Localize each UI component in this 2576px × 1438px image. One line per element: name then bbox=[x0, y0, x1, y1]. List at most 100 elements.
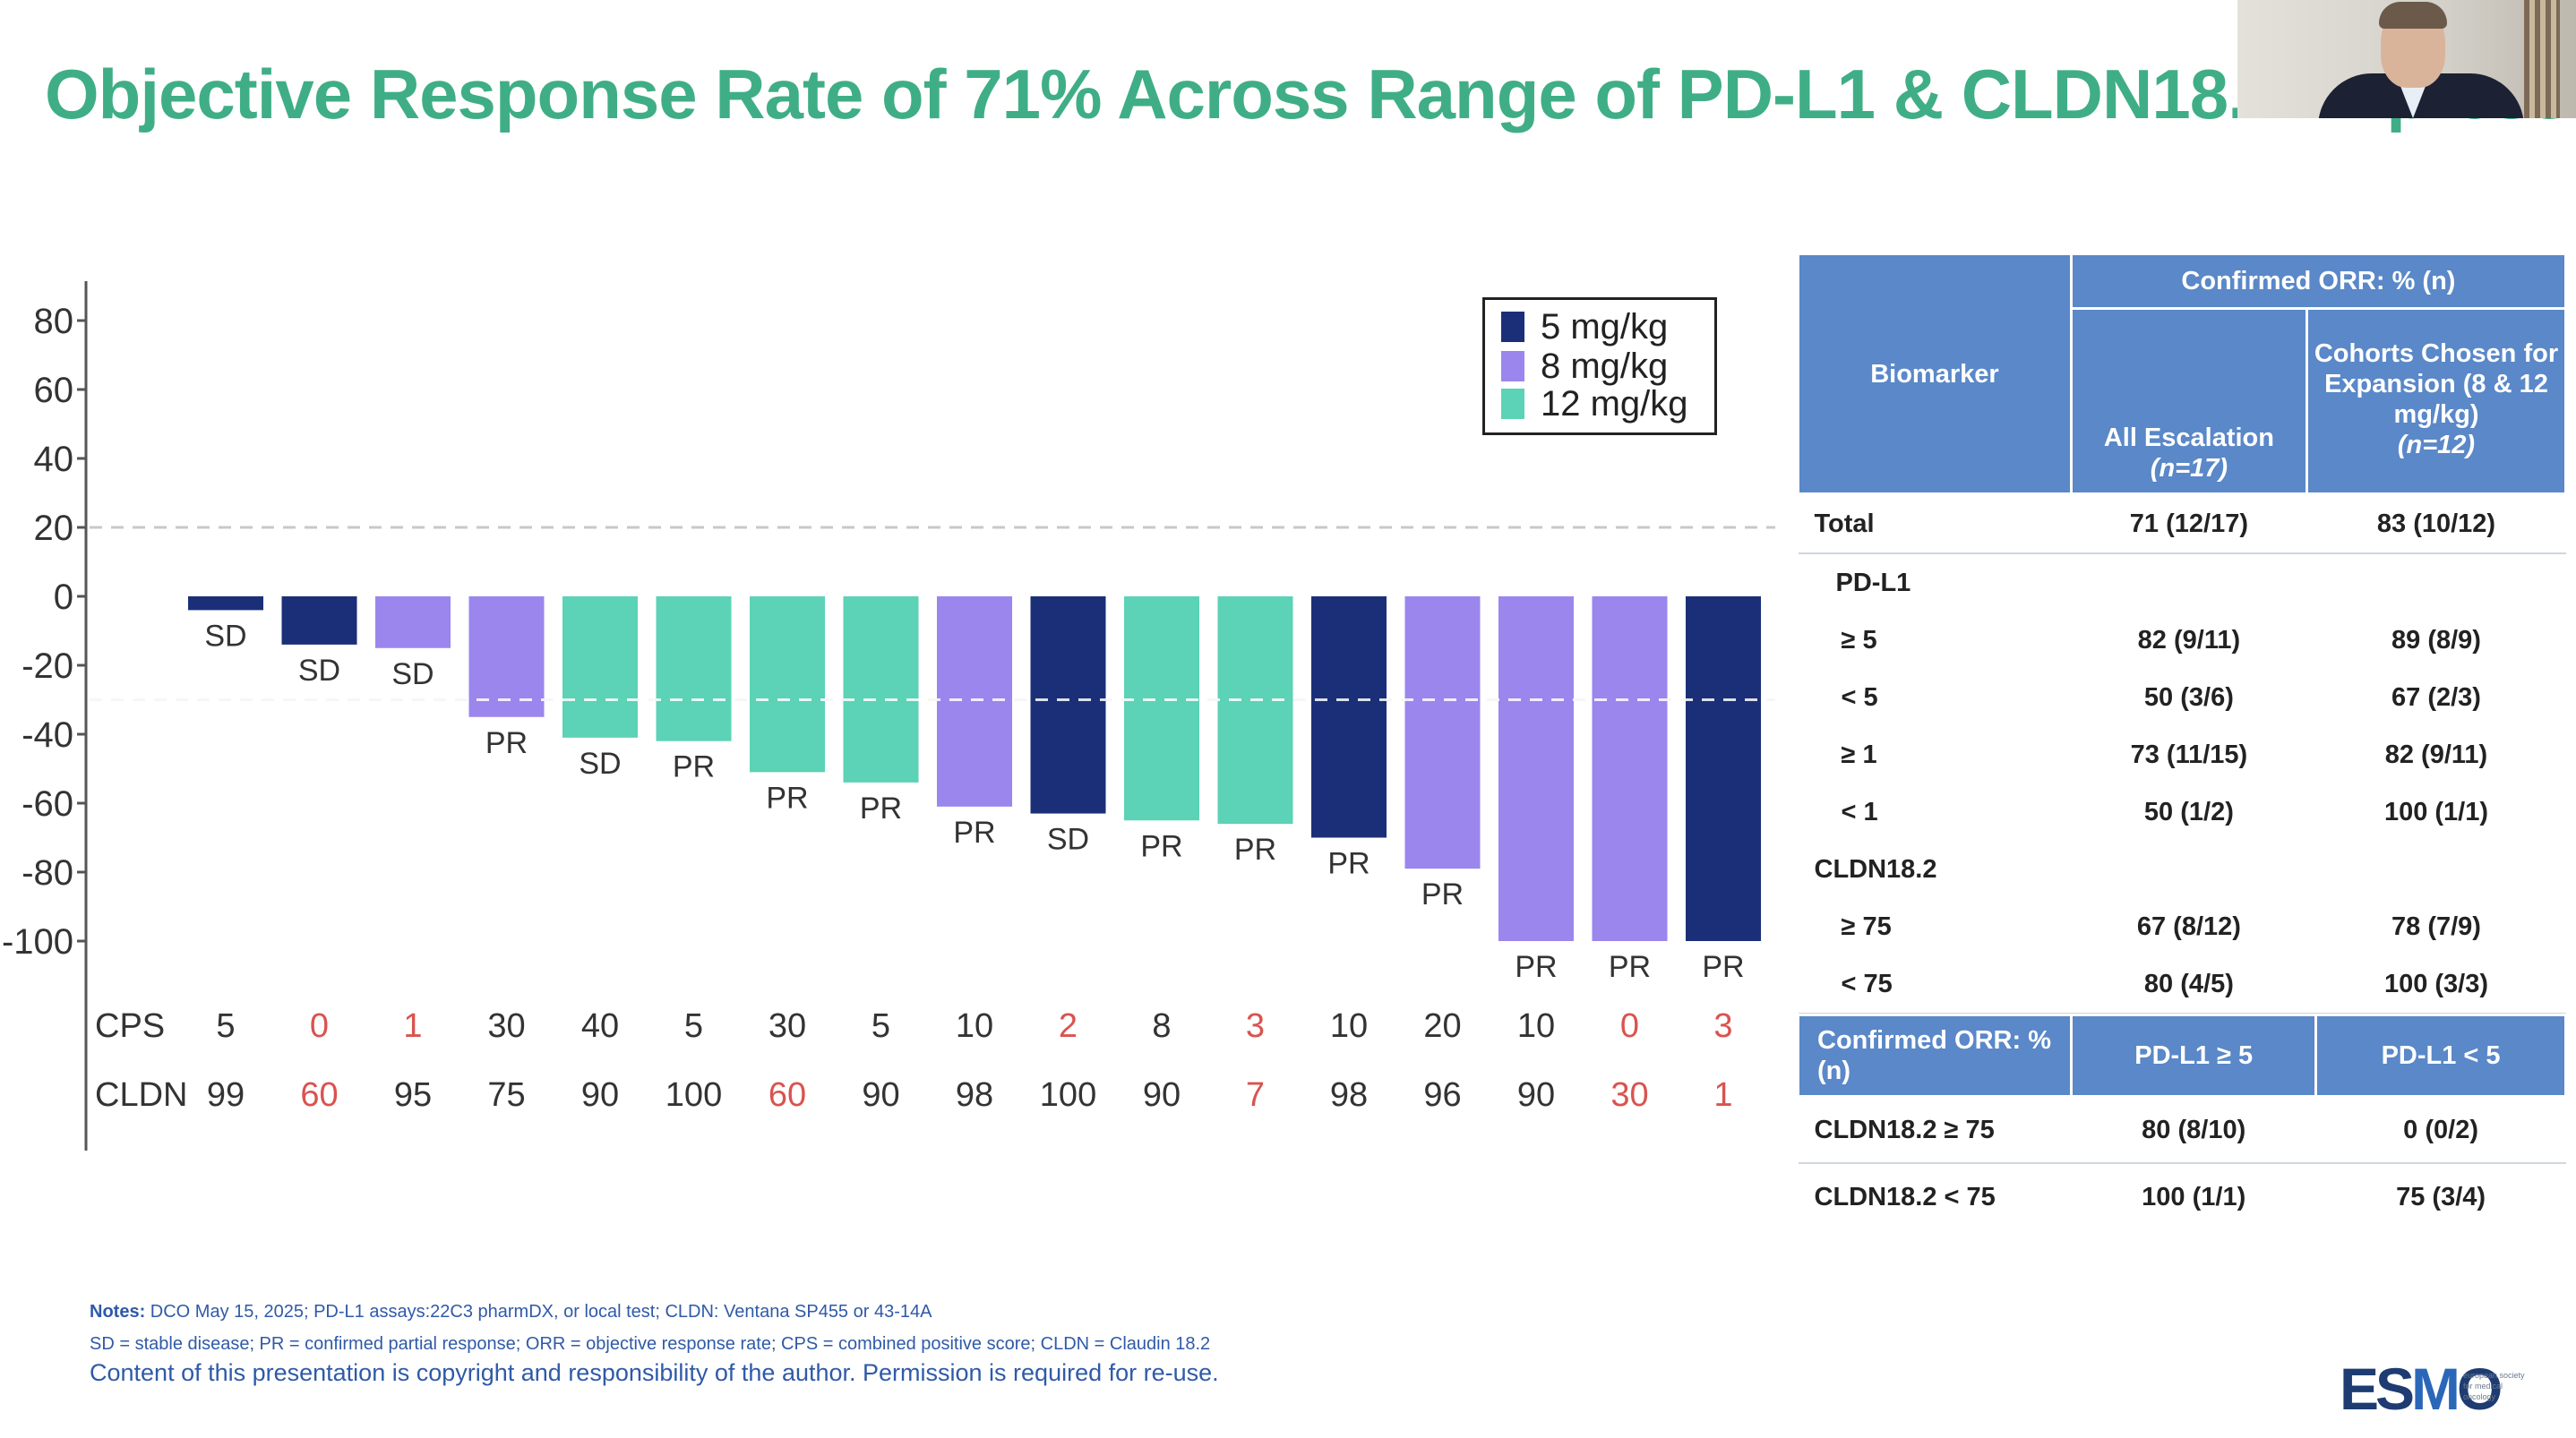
header-all-escalation: All Escalation (n=17) bbox=[2069, 307, 2308, 495]
cldn-value: 90 bbox=[1517, 1076, 1555, 1114]
row-label: ≥ 75 bbox=[1841, 912, 1892, 941]
bar bbox=[843, 596, 919, 783]
response-label: PR bbox=[953, 816, 995, 850]
esmo-logo: ESMO european society for medical oncolo… bbox=[2340, 1357, 2537, 1420]
presenter-hair bbox=[2379, 2, 2447, 29]
y-tick-label: -40 bbox=[21, 715, 73, 755]
table-row: CLDN18.2 bbox=[1799, 841, 2566, 898]
response-label: PR bbox=[1609, 950, 1651, 984]
response-label: PR bbox=[766, 781, 808, 815]
header-cohorts-expansion: Cohorts Chosen for Expansion (8 & 12 mg/… bbox=[2305, 307, 2568, 495]
cell-cohorts-expansion bbox=[2306, 841, 2565, 898]
cps-value: 0 bbox=[1620, 1007, 1639, 1045]
table-row: < 1 50 (1/2) 100 (1/1) bbox=[1799, 783, 2566, 841]
cell-all-escalation bbox=[2071, 553, 2306, 612]
table-row: < 75 80 (4/5) 100 (3/3) bbox=[1798, 955, 2566, 1014]
cps-value: 3 bbox=[1713, 1007, 1732, 1045]
cps-value: 0 bbox=[310, 1007, 329, 1045]
y-tick-label: 80 bbox=[34, 302, 74, 341]
cldn-value: 30 bbox=[1610, 1076, 1648, 1114]
y-tick-label: 20 bbox=[34, 509, 74, 548]
response-label: SD bbox=[1047, 823, 1089, 857]
cell-all-escalation: 80 (4/5) bbox=[2071, 955, 2307, 1014]
response-label: PR bbox=[485, 726, 528, 760]
y-tick-label: 40 bbox=[34, 440, 74, 479]
orr-table-cldn-by-pdl1: Confirmed ORR: % (n) PD-L1 ≥ 5 PD-L1 < 5… bbox=[1796, 1014, 2567, 1230]
legend-item-12: 12 mg/kg bbox=[1501, 384, 1688, 424]
cldn-value: 7 bbox=[1246, 1076, 1265, 1114]
bar bbox=[188, 596, 263, 611]
bar bbox=[562, 596, 638, 738]
response-label: PR bbox=[1140, 829, 1182, 863]
y-tick-label: -100 bbox=[2, 922, 73, 962]
cps-value: 20 bbox=[1423, 1007, 1461, 1045]
cell-pdl1-ge5: 100 (1/1) bbox=[2142, 1182, 2246, 1211]
response-label: PR bbox=[673, 750, 715, 784]
row-label: ≥ 5 bbox=[1841, 625, 1877, 655]
response-label: PR bbox=[1421, 877, 1464, 912]
cps-value: 30 bbox=[769, 1007, 806, 1045]
legend-item-8: 8 mg/kg bbox=[1501, 346, 1669, 386]
bar bbox=[1124, 596, 1199, 821]
row-label: PD-L1 bbox=[1835, 568, 1911, 597]
header-confirmed-orr-2: Confirmed ORR: % (n) bbox=[1796, 1014, 2074, 1098]
bar bbox=[1030, 596, 1106, 814]
bar bbox=[656, 596, 732, 741]
cldn-value: 75 bbox=[487, 1076, 525, 1114]
table-row: PD-L1 bbox=[1799, 553, 2566, 612]
cldn-value: 60 bbox=[769, 1076, 806, 1114]
header-all-escalation-n: (n=17) bbox=[2150, 454, 2228, 483]
legend-label-8: 8 mg/kg bbox=[1541, 346, 1669, 386]
table-row: ≥ 5 82 (9/11) 89 (8/9) bbox=[1799, 612, 2566, 669]
cell-all-escalation: 73 (11/15) bbox=[2130, 740, 2248, 769]
orr-table-biomarker: Biomarker Confirmed ORR: % (n) All Escal… bbox=[1797, 253, 2568, 1014]
cldn-value: 1 bbox=[1713, 1076, 1732, 1114]
cell-cohorts-expansion: 89 (8/9) bbox=[2391, 625, 2481, 655]
cell-pdl1-lt5: 75 (3/4) bbox=[2396, 1182, 2486, 1211]
table-row: CLDN18.2 ≥ 75 80 (8/10) 0 (0/2) bbox=[1798, 1096, 2566, 1164]
cldn-row-label: CLDN bbox=[95, 1076, 187, 1114]
chart-legend: 5 mg/kg 8 mg/kg 12 mg/kg bbox=[1482, 297, 1717, 435]
cps-value: 1 bbox=[403, 1007, 422, 1045]
bar bbox=[375, 596, 451, 648]
header-pdl1-lt5: PD-L1 < 5 bbox=[2314, 1014, 2567, 1098]
row-label: ≥ 1 bbox=[1841, 740, 1877, 769]
header-all-escalation-label: All Escalation bbox=[2103, 424, 2274, 452]
y-tick-label: -20 bbox=[21, 646, 73, 686]
cps-value: 10 bbox=[956, 1007, 993, 1045]
cell-pdl1-lt5: 0 (0/2) bbox=[2315, 1096, 2566, 1164]
header-pdl1-ge5: PD-L1 ≥ 5 bbox=[2070, 1014, 2318, 1098]
response-label: SD bbox=[391, 657, 434, 691]
row-label: CLDN18.2 bbox=[1814, 854, 1937, 884]
table-row: ≥ 1 73 (11/15) 82 (9/11) bbox=[1799, 726, 2566, 783]
cldn-value: 99 bbox=[207, 1076, 245, 1114]
y-tick-label: -80 bbox=[21, 853, 73, 893]
cps-value: 40 bbox=[581, 1007, 619, 1045]
response-label: PR bbox=[1515, 950, 1557, 984]
cldn-value: 60 bbox=[300, 1076, 338, 1114]
table-row: ≥ 75 67 (8/12) 78 (7/9) bbox=[1799, 898, 2566, 955]
presenter-webcam bbox=[2237, 0, 2576, 118]
esmo-logo-word: ESMO bbox=[2340, 1356, 2503, 1422]
row-label: < 75 bbox=[1798, 955, 2072, 1014]
response-label: PR bbox=[860, 792, 902, 826]
cps-row-label: CPS bbox=[95, 1007, 165, 1045]
row-label: CLDN18.2 < 75 bbox=[1814, 1182, 1996, 1211]
row-label: < 1 bbox=[1841, 797, 1878, 826]
response-label: SD bbox=[204, 619, 246, 653]
cldn-value: 98 bbox=[956, 1076, 993, 1114]
cell-all-escalation: 67 (8/12) bbox=[2136, 912, 2241, 941]
waterfall-chart: 806040200-20-40-60-80-100SD599SD060SD195… bbox=[2, 281, 1775, 1151]
table-row: CLDN18.2 < 75 100 (1/1) 75 (3/4) bbox=[1799, 1163, 2566, 1230]
response-label: PR bbox=[1702, 950, 1744, 984]
cps-value: 2 bbox=[1059, 1007, 1078, 1045]
esmo-logo-tagline: european society for medical oncology bbox=[2463, 1371, 2525, 1401]
bar bbox=[937, 596, 1012, 807]
cldn-value: 95 bbox=[394, 1076, 432, 1114]
y-tick-label: -60 bbox=[21, 784, 73, 824]
cldn-value: 100 bbox=[665, 1076, 722, 1114]
notes-text: DCO May 15, 2025; PD-L1 assays:22C3 phar… bbox=[145, 1302, 932, 1322]
legend-swatch-12 bbox=[1501, 389, 1524, 419]
bar bbox=[1217, 596, 1293, 825]
cell-all-escalation: 50 (3/6) bbox=[2143, 682, 2234, 712]
